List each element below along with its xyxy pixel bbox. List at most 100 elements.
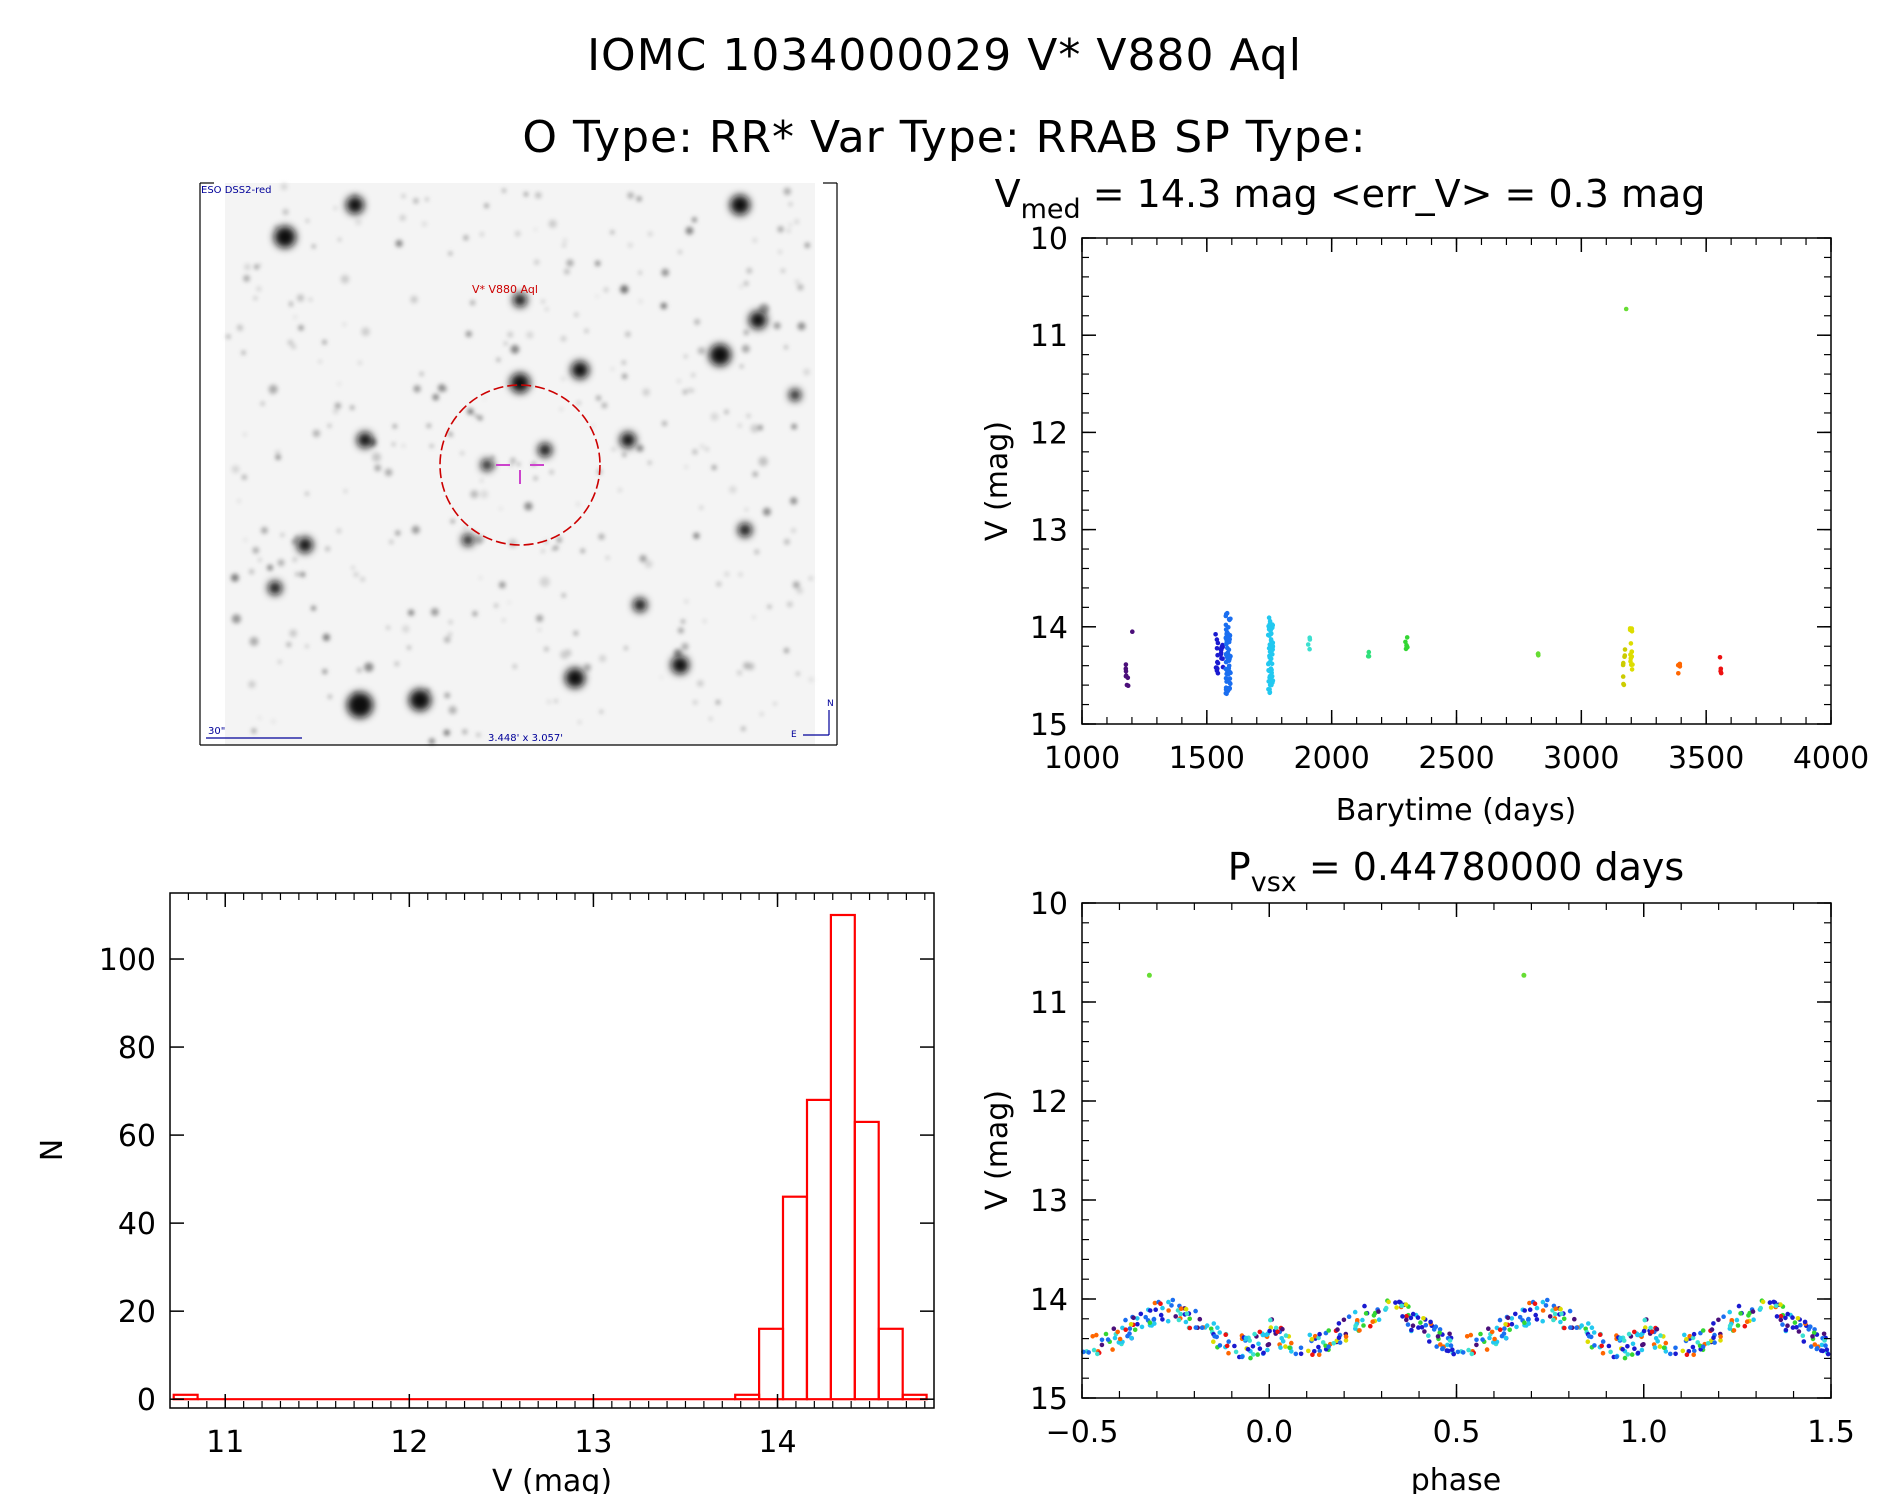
star <box>305 644 309 648</box>
star <box>360 577 365 582</box>
star <box>560 650 569 660</box>
light-curve-chart: Vmed = 14.3 mag <err_V> = 0.3 mag 1000 15… <box>980 172 1869 828</box>
y-tick-label: 11 <box>1030 319 1068 354</box>
phased-point <box>1217 1343 1223 1348</box>
phased-point <box>1727 1309 1732 1315</box>
light-curve-point <box>1226 631 1231 637</box>
phased-point <box>1700 1344 1706 1349</box>
star <box>281 533 284 537</box>
phased-point <box>1139 1324 1145 1330</box>
star <box>402 625 410 633</box>
phased-point <box>1600 1350 1606 1356</box>
phased-point <box>1404 1317 1409 1323</box>
phased-point <box>1680 1348 1686 1354</box>
bright-star <box>633 598 647 612</box>
phased-point <box>1440 1346 1445 1351</box>
phased-point <box>1451 1351 1456 1357</box>
star <box>411 525 420 534</box>
light-curve-point <box>1267 687 1272 692</box>
star <box>729 485 737 494</box>
star <box>394 661 399 666</box>
light-curve-point <box>1123 662 1129 667</box>
phased-point <box>1635 1350 1641 1356</box>
phased-point <box>1690 1344 1696 1350</box>
x-tick-label: 1.0 <box>1620 1415 1668 1450</box>
histogram-x-label: V (mag) <box>492 1464 612 1494</box>
star <box>699 506 703 509</box>
phased-point <box>1426 1333 1431 1338</box>
star <box>691 373 695 377</box>
star <box>705 447 709 451</box>
phased-point <box>1695 1340 1700 1345</box>
histogram-chart: 11 12 13 14 0 20 40 60 80 100 V (mag) N <box>35 892 935 1494</box>
phased-point <box>1492 1336 1497 1342</box>
star <box>574 312 579 317</box>
phased-point <box>1543 1303 1549 1308</box>
star <box>249 636 259 646</box>
star <box>739 285 743 288</box>
light-curve-point <box>1223 676 1229 681</box>
x-tick-label: 14 <box>758 1425 796 1460</box>
phased-curve-x-label: phase <box>1411 1463 1502 1494</box>
star <box>419 372 424 376</box>
star <box>322 669 328 674</box>
star <box>627 192 634 199</box>
phased-point <box>1376 1317 1382 1322</box>
phased-point <box>1774 1314 1780 1319</box>
bright-star <box>510 373 530 393</box>
chart-title-line1: IOMC 1034000029 V* V880 Aql <box>587 30 1302 81</box>
star <box>364 662 374 672</box>
phased-point <box>1638 1332 1644 1338</box>
phased-point <box>1567 1308 1573 1314</box>
phased-point <box>1160 1305 1165 1311</box>
phased-point <box>1223 1332 1228 1337</box>
star <box>494 604 498 608</box>
light-curve-y-ticks: 10 11 12 13 14 15 <box>1030 222 1831 743</box>
phased-point <box>1226 1350 1231 1356</box>
phased-point <box>1211 1321 1217 1326</box>
star <box>809 576 813 581</box>
phased-point <box>1632 1329 1637 1335</box>
phased-point <box>1428 1319 1433 1325</box>
star <box>243 432 247 436</box>
star <box>693 532 700 539</box>
x-tick-label: 2500 <box>1418 741 1494 776</box>
phased-point <box>1138 1311 1144 1317</box>
star <box>353 572 359 577</box>
phased-point <box>1742 1323 1748 1329</box>
star <box>803 368 810 376</box>
phased-point <box>1312 1349 1317 1354</box>
star <box>662 421 667 426</box>
phased-point <box>1173 1314 1178 1319</box>
phased-point <box>1824 1347 1830 1352</box>
star <box>450 434 453 437</box>
phased-point <box>1312 1333 1318 1339</box>
light-curve-point <box>1629 649 1635 654</box>
star <box>610 230 614 234</box>
phased-point <box>1103 1331 1109 1337</box>
phased-point <box>1251 1352 1256 1357</box>
star <box>797 284 804 291</box>
phased-point <box>1822 1338 1827 1343</box>
phased-point <box>1353 1323 1358 1329</box>
light-curve-points <box>1123 306 1724 697</box>
phased-point <box>1478 1331 1483 1337</box>
star <box>334 206 337 210</box>
target-circle <box>439 384 601 546</box>
star <box>620 285 629 294</box>
phased-point <box>1217 1330 1222 1335</box>
phased-point <box>1091 1347 1097 1353</box>
star <box>796 587 803 594</box>
star <box>328 694 332 699</box>
phased-point <box>1632 1346 1637 1351</box>
star <box>450 519 455 524</box>
phased-point <box>1711 1321 1716 1326</box>
star <box>561 376 566 381</box>
star <box>762 507 771 516</box>
star <box>444 636 451 643</box>
phased-point <box>1783 1315 1788 1321</box>
star <box>407 646 411 650</box>
star <box>773 702 777 705</box>
star <box>541 549 545 553</box>
bright-star <box>347 692 373 718</box>
